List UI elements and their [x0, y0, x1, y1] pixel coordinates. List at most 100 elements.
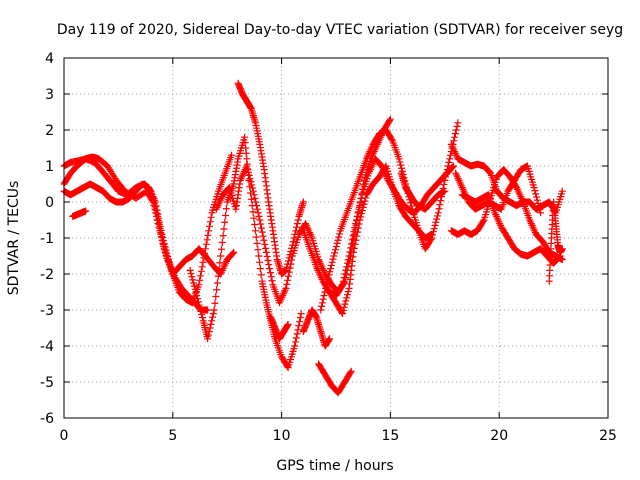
data-point [432, 218, 440, 226]
series-track-o [447, 140, 566, 217]
y-tick-label: -3 [40, 303, 54, 319]
x-tick-label: 10 [273, 428, 291, 444]
data-point [220, 225, 228, 233]
data-point [294, 216, 302, 224]
data-point [428, 230, 436, 238]
data-point [212, 293, 220, 300]
data-point [449, 163, 457, 171]
x-tick-label: 15 [381, 428, 399, 444]
data-point [299, 198, 307, 206]
data-point [454, 119, 462, 127]
series-track-k [325, 162, 436, 318]
data-point [162, 246, 170, 254]
data-point [341, 270, 349, 278]
data-point [331, 246, 339, 254]
data-point [216, 259, 224, 267]
data-point [284, 320, 292, 328]
series-track-s [545, 198, 566, 285]
data-point [530, 184, 538, 192]
data-point [230, 248, 238, 256]
y-tick-label: 4 [45, 51, 54, 67]
data-point [441, 176, 449, 184]
data-point [443, 166, 451, 174]
data-point [356, 216, 364, 224]
data-point [352, 236, 360, 244]
data-point [353, 232, 361, 240]
data-point [198, 314, 206, 322]
data-point [291, 342, 299, 350]
data-point [283, 362, 291, 370]
data-point [436, 201, 444, 209]
data-point [253, 202, 261, 210]
data-point [342, 297, 350, 305]
data-point [287, 260, 295, 268]
data-point [156, 222, 164, 230]
data-point [386, 115, 394, 123]
data-point [266, 269, 274, 277]
data-point [445, 158, 453, 166]
data-point [193, 292, 201, 300]
data-point [335, 233, 343, 241]
data-point [254, 246, 262, 254]
plot-frame [63, 57, 609, 419]
data-point [244, 168, 252, 176]
data-point [260, 236, 268, 244]
data-point [257, 271, 265, 279]
data-point [339, 310, 347, 318]
data-point [204, 335, 212, 343]
data-point [292, 334, 300, 342]
data-point [353, 228, 361, 236]
data-point [356, 202, 364, 210]
data-point [206, 218, 214, 226]
data-point [222, 205, 230, 213]
data-point [358, 210, 366, 218]
data-point [334, 236, 342, 244]
data-point [221, 218, 229, 226]
data-point [486, 168, 494, 176]
data-point [295, 322, 303, 330]
data-point [152, 202, 160, 210]
data-point [195, 281, 203, 289]
data-point [208, 317, 216, 325]
data-point [339, 281, 347, 289]
data-point [214, 272, 222, 280]
data-point [247, 178, 255, 186]
data-point [217, 252, 225, 260]
data-point [205, 227, 213, 235]
data-point [355, 205, 363, 213]
series-track-i [299, 155, 458, 300]
data-point [340, 274, 348, 282]
data-point [251, 194, 259, 202]
data-point [249, 208, 257, 216]
data-point [433, 215, 441, 223]
data-point [356, 198, 364, 206]
data-point [293, 223, 301, 231]
data-point [151, 198, 159, 206]
data-point [343, 263, 351, 271]
data-point [209, 313, 217, 321]
data-point [558, 245, 566, 253]
data-point [243, 162, 251, 170]
data-point [431, 221, 439, 229]
data-point [362, 194, 370, 202]
data-point [325, 335, 333, 343]
data-point [217, 245, 225, 253]
data-point [187, 270, 195, 278]
data-point [205, 328, 213, 336]
data-point [204, 331, 212, 339]
data-point [286, 264, 294, 272]
data-point [318, 302, 326, 310]
data-point [322, 284, 330, 292]
data-point [289, 238, 297, 246]
y-tick-label: 3 [45, 87, 54, 103]
chart-title: Day 119 of 2020, Sidereal Day-to-day VTE… [57, 22, 623, 38]
data-point [203, 236, 211, 244]
data-point [437, 197, 445, 205]
data-point [430, 225, 438, 233]
data-point [345, 252, 353, 260]
data-point [396, 158, 404, 166]
data-point [442, 169, 450, 177]
data-point [357, 213, 365, 221]
data-point [264, 257, 272, 264]
data-point [343, 294, 351, 302]
